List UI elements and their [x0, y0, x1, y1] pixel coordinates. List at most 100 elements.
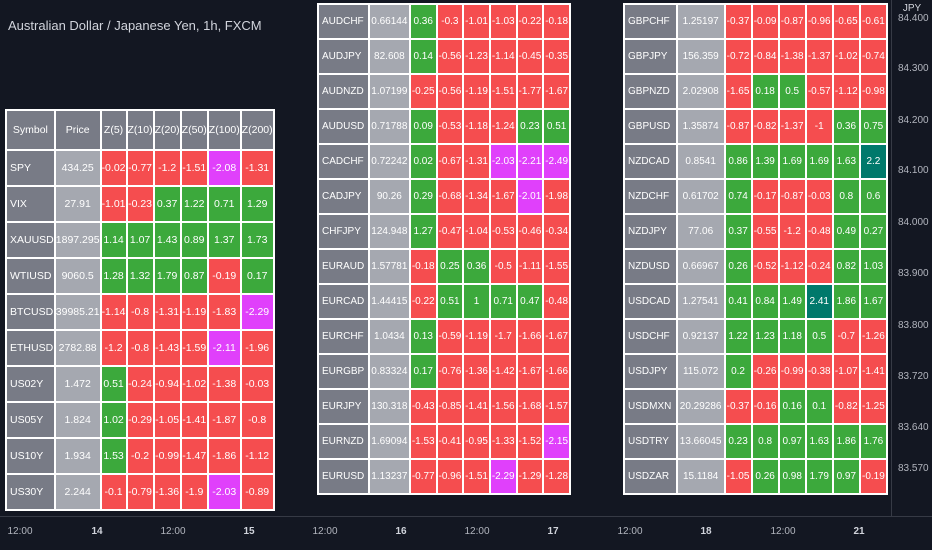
zscore-cell: -0.8 — [125, 293, 155, 331]
column-header: Z(50) — [179, 109, 209, 151]
price-cell: 0.92137 — [675, 318, 726, 355]
zscore-cell: -0.89 — [239, 473, 275, 511]
zscore-cell: -1.12 — [239, 437, 275, 475]
symbol-cell: USDZAR — [623, 458, 678, 495]
price-cell: 0.66144 — [367, 3, 411, 40]
zscore-cell: -1.26 — [858, 318, 889, 355]
table-row: XAUUSD 1897.295 1.14 1.07 1.43 0.89 1.37 1.73 — [5, 221, 275, 259]
zscore-cell: -0.87 — [777, 178, 807, 215]
zscore-cell: -1.05 — [723, 458, 753, 495]
zscore-cell: 1.49 — [777, 283, 807, 320]
column-header: Z(100) — [206, 109, 242, 151]
zscore-cell: 0.16 — [777, 388, 807, 425]
zscore-cell: -1.18 — [462, 108, 491, 145]
table-row: USDCHF 0.92137 1.22 1.23 1.18 0.5 -0.7 -1.26 — [623, 318, 889, 355]
symbol-cell: USDCAD — [623, 283, 678, 320]
symbol-cell: EURCHF — [317, 318, 370, 355]
time-tick-label: 12:00 — [617, 526, 643, 537]
zscore-cell: -0.53 — [435, 108, 465, 145]
zscore-cell: -0.52 — [750, 248, 780, 285]
price-cell: 1.472 — [53, 365, 102, 403]
zscore-cell: -0.74 — [858, 38, 889, 75]
zscore-cell: -0.24 — [125, 365, 155, 403]
column-header: Symbol — [5, 109, 56, 151]
zscore-cell: -0.19 — [858, 458, 889, 495]
zscore-cell: 0.49 — [831, 213, 861, 250]
symbol-cell: EURJPY — [317, 388, 370, 425]
zscore-cell: 1.73 — [239, 221, 275, 259]
zscore-cell: -0.35 — [542, 38, 571, 75]
zscore-cell: -2.15 — [542, 423, 571, 460]
zscore-cell: 0.5 — [804, 318, 834, 355]
time-tick-label: 15 — [243, 526, 255, 537]
zscore-cell: -0.09 — [750, 3, 780, 40]
price-cell: 1897.295 — [53, 221, 102, 259]
symbol-cell: AUDUSD — [317, 108, 370, 145]
zscore-cell: -1.7 — [488, 318, 518, 355]
price-cell: 0.71788 — [367, 108, 411, 145]
zscore-cell: -1.83 — [206, 293, 242, 331]
symbol-cell: GBPJPY — [623, 38, 678, 75]
zscore-cell: -1.29 — [515, 458, 545, 495]
zscore-cell: -0.47 — [435, 213, 465, 250]
zscore-cell: -0.96 — [435, 458, 465, 495]
symbol-cell: GBPUSD — [623, 108, 678, 145]
zscore-cell: -1.43 — [152, 329, 182, 367]
zscore-cell: -1.86 — [206, 437, 242, 475]
zscore-cell: 0.18 — [750, 73, 780, 110]
price-cell: 39985.21 — [53, 293, 102, 331]
table-row: AUDNZD 1.07199 -0.25 -0.56 -1.19 -1.51 -1.77 -1… — [317, 73, 571, 110]
zscore-cell: -1.14 — [488, 38, 518, 75]
table-row: USDZAR 15.1184 -1.05 0.26 0.98 1.79 0.97 -0.19 — [623, 458, 889, 495]
zscore-cell: -1.65 — [723, 73, 753, 110]
time-axis[interactable] — [0, 516, 932, 550]
table-row: NZDCAD 0.8541 0.86 1.39 1.69 1.69 1.63 2.2 — [623, 143, 889, 180]
table-row: VIX 27.91 -1.01 -0.23 0.37 1.22 0.71 1.29 — [5, 185, 275, 223]
zscore-cell: -2.49 — [542, 143, 571, 180]
zscore-cell: 1.67 — [858, 283, 889, 320]
zscore-cell: -1.38 — [206, 365, 242, 403]
zscore-cell: -0.95 — [462, 423, 491, 460]
zscore-cell: -1.96 — [239, 329, 275, 367]
price-tick-label: 83.900 — [898, 268, 929, 279]
symbol-cell: NZDUSD — [623, 248, 678, 285]
zscore-cell: -2.11 — [206, 329, 242, 367]
zscore-cell: -0.16 — [750, 388, 780, 425]
zscore-cell: -1.04 — [462, 213, 491, 250]
zscore-cell: -0.87 — [777, 3, 807, 40]
zscore-table-macro: Symbol Price Z(5) Z(10) Z(20) Z(50) Z(100) Z(20… — [5, 109, 275, 511]
price-cell: 156.359 — [675, 38, 726, 75]
symbol-cell: EURAUD — [317, 248, 370, 285]
price-cell: 2.244 — [53, 473, 102, 511]
zscore-cell: 1.37 — [206, 221, 242, 259]
zscore-cell: 1.43 — [152, 221, 182, 259]
time-tick-label: 12:00 — [7, 526, 33, 537]
zscore-cell: 0.97 — [777, 423, 807, 460]
zscore-cell: -0.3 — [435, 3, 465, 40]
table-row: CHFJPY 124.948 1.27 -0.47 -1.04 -0.53 -0.46 -0.… — [317, 213, 571, 250]
zscore-cell: 0.2 — [723, 353, 753, 390]
zscore-cell: -1.07 — [831, 353, 861, 390]
zscore-cell: 0.86 — [723, 143, 753, 180]
price-axis[interactable] — [892, 0, 932, 516]
zscore-cell: -0.48 — [804, 213, 834, 250]
zscore-cell: 0.23 — [723, 423, 753, 460]
zscore-cell: -1.51 — [488, 73, 518, 110]
zscore-cell: -1.38 — [777, 38, 807, 75]
price-cell: 124.948 — [367, 213, 411, 250]
zscore-cell: -1.87 — [206, 401, 242, 439]
zscore-cell: 1.22 — [179, 185, 209, 223]
zscore-cell: -0.1 — [99, 473, 128, 511]
zscore-cell: -1.2 — [777, 213, 807, 250]
price-tick-label: 84.000 — [898, 217, 929, 228]
zscore-cell: -1.19 — [179, 293, 209, 331]
price-cell: 1.57781 — [367, 248, 411, 285]
zscore-cell: -1.19 — [462, 318, 491, 355]
chart-title: Australian Dollar / Japanese Yen, 1h, FX… — [8, 18, 262, 33]
price-cell: 1.25197 — [675, 3, 726, 40]
symbol-cell: USDCHF — [623, 318, 678, 355]
zscore-cell: -1.31 — [462, 143, 491, 180]
price-cell: 9060.5 — [53, 257, 102, 295]
symbol-cell: USDTRY — [623, 423, 678, 460]
zscore-cell: -0.77 — [125, 149, 155, 187]
